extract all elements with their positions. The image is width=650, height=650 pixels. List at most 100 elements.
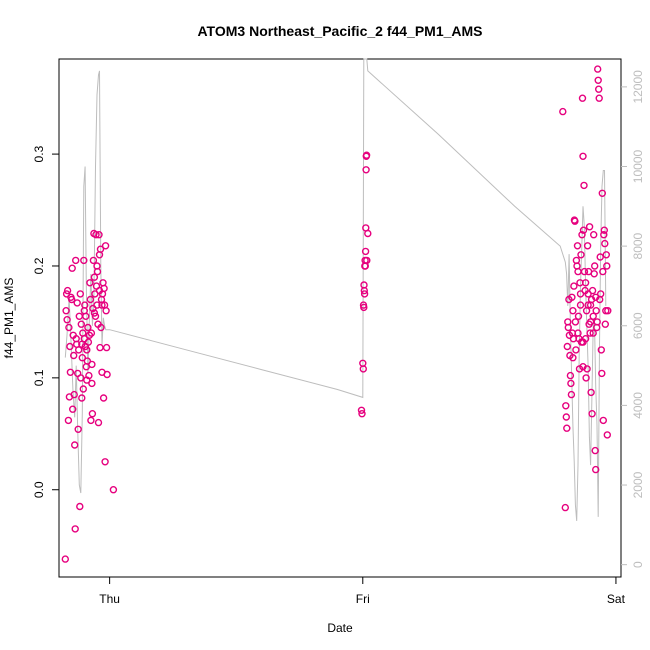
data-point bbox=[74, 425, 82, 433]
y2-tick-label: 4000 bbox=[631, 392, 645, 419]
data-point bbox=[96, 245, 105, 253]
data-point bbox=[579, 152, 587, 161]
altitude-line-series bbox=[64, 58, 607, 521]
data-point bbox=[109, 486, 118, 494]
data-point bbox=[70, 441, 79, 449]
data-point bbox=[97, 323, 105, 332]
data-point bbox=[71, 256, 80, 265]
y2-tick-label: 6000 bbox=[631, 312, 645, 339]
data-point bbox=[604, 307, 612, 315]
data-point bbox=[86, 295, 95, 304]
data-point bbox=[67, 295, 76, 304]
data-point bbox=[69, 351, 78, 360]
data-point bbox=[598, 189, 606, 198]
data-point bbox=[570, 282, 578, 290]
data-point bbox=[360, 286, 368, 295]
data-point bbox=[102, 307, 110, 315]
data-point bbox=[66, 368, 75, 376]
y-tick-label: 0.1 bbox=[32, 369, 46, 386]
data-point bbox=[80, 256, 88, 265]
data-point bbox=[102, 343, 111, 352]
data-point bbox=[590, 270, 598, 278]
data-point bbox=[87, 329, 96, 337]
data-point bbox=[577, 251, 585, 259]
data-point bbox=[561, 503, 569, 512]
data-point bbox=[603, 431, 611, 439]
data-point bbox=[580, 267, 589, 276]
data-point bbox=[569, 307, 577, 315]
data-point bbox=[62, 307, 70, 315]
data-point bbox=[579, 338, 587, 346]
data-point bbox=[594, 65, 602, 73]
data-point bbox=[597, 346, 605, 354]
data-point bbox=[591, 446, 599, 455]
data-point bbox=[68, 264, 76, 272]
data-point bbox=[571, 318, 580, 326]
y2-tick-label: 2000 bbox=[631, 471, 645, 498]
data-point bbox=[597, 290, 605, 298]
data-point bbox=[359, 365, 367, 373]
data-point bbox=[585, 223, 594, 231]
data-point bbox=[362, 166, 370, 174]
data-point bbox=[103, 370, 111, 379]
x-axis-label: Date bbox=[327, 621, 353, 635]
data-point bbox=[76, 502, 84, 511]
data-point bbox=[90, 309, 99, 317]
data-point bbox=[574, 329, 582, 337]
data-point bbox=[71, 525, 79, 533]
data-point bbox=[595, 85, 603, 93]
y2-tick-label: 10000 bbox=[631, 149, 645, 183]
data-point bbox=[579, 226, 588, 234]
data-point bbox=[84, 323, 92, 332]
data-point bbox=[591, 262, 599, 270]
data-point bbox=[580, 181, 588, 190]
data-point bbox=[594, 76, 602, 85]
data-point bbox=[79, 385, 88, 393]
data-point bbox=[576, 301, 585, 309]
data-point bbox=[101, 458, 109, 466]
data-point bbox=[584, 301, 592, 309]
data-point bbox=[90, 273, 99, 281]
data-point bbox=[568, 293, 576, 301]
x-tick-label: Sat bbox=[607, 592, 626, 606]
right-axis: 0 2000 4000 6000 8000 10000 12000 bbox=[621, 70, 645, 568]
data-point bbox=[592, 307, 600, 315]
data-point bbox=[78, 394, 86, 402]
data-point bbox=[601, 239, 609, 248]
data-point bbox=[88, 379, 96, 388]
data-point bbox=[362, 151, 371, 159]
data-point bbox=[80, 307, 89, 315]
data-point bbox=[602, 251, 610, 259]
y2-tick-label: 12000 bbox=[631, 70, 645, 104]
data-point bbox=[582, 374, 590, 382]
data-point bbox=[563, 342, 571, 351]
data-point bbox=[68, 405, 77, 413]
data-point bbox=[74, 346, 83, 354]
data-point bbox=[76, 290, 85, 298]
data-point bbox=[566, 371, 575, 380]
y-tick-label: 0.2 bbox=[32, 257, 46, 274]
data-point bbox=[571, 217, 579, 225]
plot-frame bbox=[58, 58, 622, 578]
data-point bbox=[601, 320, 609, 328]
data-point bbox=[573, 242, 582, 250]
data-point bbox=[98, 301, 106, 309]
data-point bbox=[92, 230, 100, 239]
data-point bbox=[589, 329, 597, 337]
data-point bbox=[574, 312, 583, 320]
data-point bbox=[586, 329, 594, 337]
data-point bbox=[360, 290, 369, 298]
data-point bbox=[578, 230, 586, 239]
data-point bbox=[78, 354, 87, 362]
data-point bbox=[63, 286, 72, 295]
data-point bbox=[567, 379, 575, 388]
data-point bbox=[599, 416, 607, 425]
data-point bbox=[94, 418, 103, 427]
data-point bbox=[77, 374, 85, 382]
data-point bbox=[96, 343, 104, 352]
data-point bbox=[572, 346, 580, 354]
x-tick-label: Fri bbox=[356, 592, 370, 606]
y-tick-label: 0.0 bbox=[32, 481, 46, 498]
x-axis: Thu Fri Sat bbox=[99, 577, 626, 606]
data-point bbox=[87, 416, 95, 425]
